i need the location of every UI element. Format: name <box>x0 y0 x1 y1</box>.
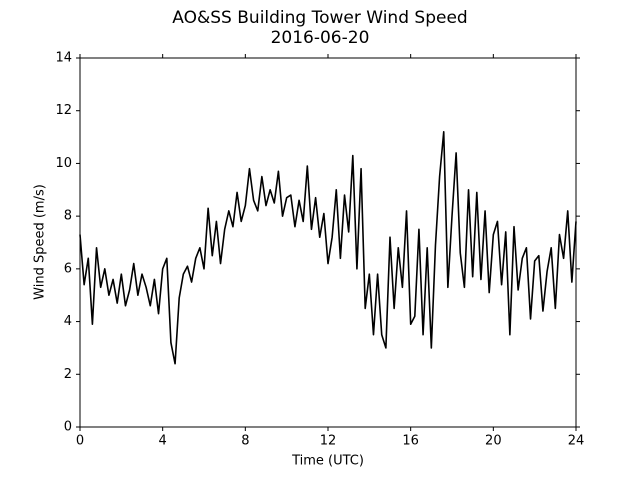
y-axis-label: Wind Speed (m/s) <box>33 184 48 300</box>
x-tick-label: 8 <box>241 434 249 449</box>
y-tick-label: 8 <box>64 209 72 224</box>
y-tick-label: 4 <box>64 314 72 329</box>
y-tick-label: 14 <box>55 51 72 66</box>
x-tick-label: 20 <box>485 434 502 449</box>
chart-title: AO&SS Building Tower Wind Speed <box>172 8 467 28</box>
x-tick-label: 24 <box>568 434 585 449</box>
x-tick-label: 0 <box>76 434 84 449</box>
y-tick-label: 12 <box>55 103 72 118</box>
line-series <box>79 131 577 365</box>
x-axis-label: Time (UTC) <box>291 454 364 469</box>
y-tick-label: 2 <box>64 367 72 382</box>
plot-frame <box>79 57 577 428</box>
x-tick-label: 4 <box>159 434 167 449</box>
y-tick-label: 6 <box>64 261 72 276</box>
y-tick-label: 10 <box>55 156 72 171</box>
y-tick-label: 0 <box>64 420 72 435</box>
chart-subtitle: 2016-06-20 <box>271 28 370 48</box>
x-tick-label: 12 <box>320 434 337 449</box>
x-tick-label: 16 <box>402 434 419 449</box>
